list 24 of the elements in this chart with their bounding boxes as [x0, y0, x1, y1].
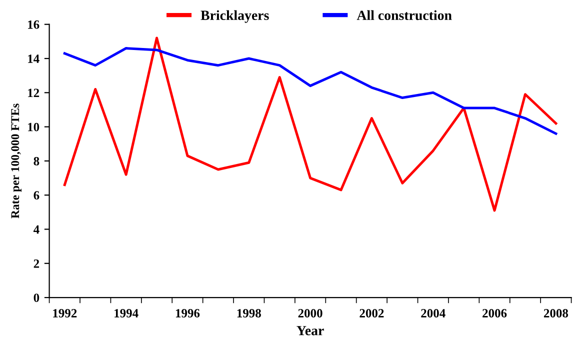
- x-tick-label: 1996: [176, 309, 200, 318]
- y-tick-label: 0: [34, 294, 40, 302]
- x-tick-label: 1998: [237, 309, 261, 318]
- y-tick-label: 8: [34, 156, 40, 166]
- line-series: [63, 36, 558, 212]
- x-tick-label: 2004: [421, 309, 446, 318]
- x-tick-label: 1994: [114, 309, 138, 318]
- x-tick-label: 2008: [544, 309, 568, 318]
- y-axis-title: Rate per 100,000 FTEs: [11, 104, 22, 218]
- x-tick-label: 2006: [482, 309, 507, 318]
- y-tick-label: 2: [34, 259, 40, 268]
- legend-label: Bricklayers: [200, 10, 269, 23]
- x-axis-title: Year: [296, 326, 324, 336]
- y-tick-label: 16: [28, 20, 40, 29]
- y-tick-label: 12: [28, 88, 40, 97]
- y-tick-label: 14: [28, 54, 40, 63]
- y-tick-label: 4: [34, 225, 40, 234]
- x-tick-label: 2002: [360, 309, 384, 318]
- legend-label: All construction: [356, 10, 452, 20]
- y-tick-label: 10: [28, 122, 40, 132]
- y-tick-label: 6: [34, 191, 40, 200]
- line-series: [63, 47, 558, 135]
- x-tick-label: 2000: [298, 309, 322, 318]
- x-tick-label: 1992: [53, 309, 77, 318]
